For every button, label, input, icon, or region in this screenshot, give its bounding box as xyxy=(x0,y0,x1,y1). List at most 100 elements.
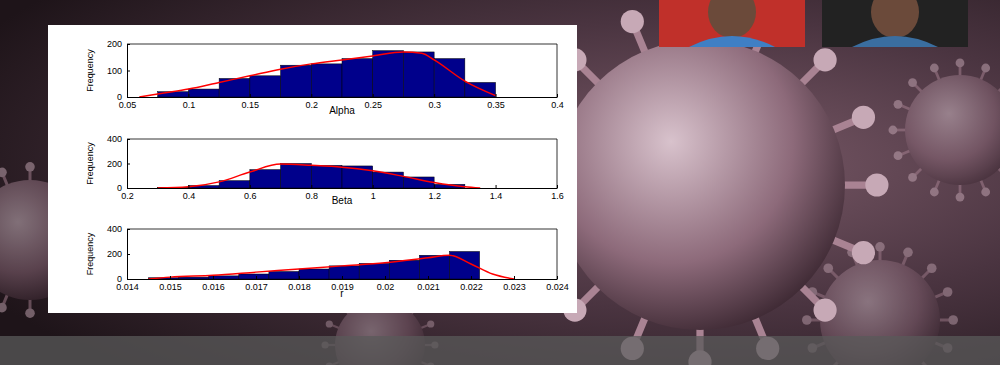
virus-spike-tip xyxy=(813,298,836,321)
portrait-clothes xyxy=(852,36,938,47)
virus-spike-tip xyxy=(621,10,644,33)
x-tick-label: 0.2 xyxy=(306,100,319,110)
histogram-bar xyxy=(209,276,239,279)
x-tick-mark xyxy=(514,276,515,279)
plot-area xyxy=(149,252,515,280)
x-tick: 0.25 xyxy=(364,94,382,110)
portrait xyxy=(659,0,805,47)
y-tick-label: 0 xyxy=(117,92,122,102)
histogram-bar xyxy=(403,177,434,188)
x-tick: 1 xyxy=(371,185,376,201)
x-tick-label: 0.4 xyxy=(183,191,196,201)
virus-spike-tip xyxy=(802,315,812,325)
virus-spike-tip xyxy=(894,151,903,160)
y-tick: 0 xyxy=(117,183,130,193)
histogram-bar xyxy=(359,263,389,279)
x-tick: 0.018 xyxy=(288,276,311,292)
x-tick: 0.8 xyxy=(306,185,319,201)
x-tick-label: 0.25 xyxy=(364,100,382,110)
x-axis-line xyxy=(128,97,558,98)
y-tick: 200 xyxy=(107,249,130,259)
virus-illustration xyxy=(889,59,1000,202)
plot-frame xyxy=(127,44,557,97)
virus-spike-tip xyxy=(0,303,7,313)
y-tick-mark xyxy=(127,71,130,72)
y-tick: 0 xyxy=(117,92,130,102)
x-tick: 0.35 xyxy=(487,94,505,110)
x-tick: 0.017 xyxy=(245,276,268,292)
x-tick: 0.024 xyxy=(546,276,569,292)
portrait xyxy=(822,0,968,47)
y-tick-mark xyxy=(127,97,130,98)
x-tick-label: 0.1 xyxy=(183,100,196,110)
x-tick-mark xyxy=(250,94,251,97)
histogram-bar xyxy=(311,165,342,188)
virus-spike-tip xyxy=(948,315,958,325)
x-tick: 0.2 xyxy=(306,94,319,110)
y-tick-label: 100 xyxy=(107,66,122,76)
x-tick-label: 0.02 xyxy=(377,282,395,292)
plot-area xyxy=(158,164,481,189)
x-tick-mark xyxy=(557,276,558,279)
x-tick-label: 0.018 xyxy=(288,282,311,292)
histogram-chart: 0.20.40.60.811.21.41.60200400BetaFrequen… xyxy=(85,134,564,206)
histogram-bar xyxy=(403,52,434,97)
x-axis-line xyxy=(128,188,558,189)
x-axis-line xyxy=(128,279,558,280)
x-tick-mark xyxy=(188,185,189,188)
virus-spike-tip xyxy=(25,308,35,318)
x-tick-mark xyxy=(496,185,497,188)
x-tick-mark xyxy=(434,185,435,188)
virus-spike-tip xyxy=(823,263,833,273)
x-tick-mark xyxy=(557,94,558,97)
plot-area xyxy=(139,51,495,97)
virus-spike-tip xyxy=(813,48,836,71)
virus-spike-tip xyxy=(930,188,939,197)
y-tick: 400 xyxy=(107,134,130,144)
x-tick-label: 0.4 xyxy=(551,100,564,110)
x-tick: 0.4 xyxy=(183,185,196,201)
x-tick-label: 0.015 xyxy=(159,282,182,292)
histogram-bar xyxy=(269,272,299,280)
x-tick: 0.3 xyxy=(428,94,441,110)
virus-spike-tip xyxy=(927,263,937,273)
histogram-bar xyxy=(281,164,312,189)
x-tick-mark xyxy=(557,185,558,188)
virus-spike-tip xyxy=(903,248,913,258)
histogram-bar xyxy=(329,266,359,279)
y-axis-title: Frequency xyxy=(85,142,95,185)
x-tick-label: 0.023 xyxy=(503,282,526,292)
virus-spike-tip xyxy=(889,126,898,135)
virus-spike-tip xyxy=(25,162,35,172)
fit-curve xyxy=(158,164,481,188)
x-tick-mark xyxy=(434,94,435,97)
virus-body xyxy=(555,40,845,330)
virus-spike-tip xyxy=(326,320,333,327)
histogram-chart: 0.0140.0150.0160.0170.0180.0190.020.0210… xyxy=(85,224,569,299)
x-tick: 0.6 xyxy=(244,185,257,201)
y-tick-mark xyxy=(127,164,130,165)
x-tick: 0.15 xyxy=(242,94,260,110)
x-tick: 0.023 xyxy=(503,276,526,292)
x-tick-mark xyxy=(311,94,312,97)
x-tick-mark xyxy=(256,276,257,279)
virus-spike-tip xyxy=(852,106,875,129)
plot-frame xyxy=(127,229,557,279)
x-tick: 0.02 xyxy=(377,276,395,292)
x-tick-label: 1.6 xyxy=(551,191,564,201)
y-tick-label: 0 xyxy=(117,274,122,284)
virus-spike-tip xyxy=(908,78,917,87)
x-tick-label: 0.8 xyxy=(306,191,319,201)
x-tick-mark xyxy=(496,94,497,97)
footer-band xyxy=(0,336,1000,365)
x-axis-title: Alpha xyxy=(329,105,355,116)
y-tick-label: 400 xyxy=(107,134,122,144)
x-tick-label: 0.15 xyxy=(242,100,260,110)
y-axis: 0100200 xyxy=(107,39,130,102)
virus-spike-tip xyxy=(0,168,7,178)
histogram-bar xyxy=(239,274,269,279)
virus-body xyxy=(905,75,1000,185)
portrait-face xyxy=(708,0,756,38)
x-tick-mark xyxy=(250,185,251,188)
x-tick: 0.015 xyxy=(159,276,182,292)
